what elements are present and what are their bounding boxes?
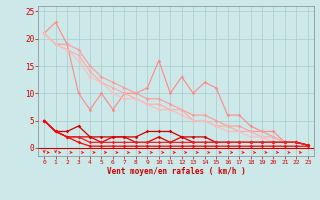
X-axis label: Vent moyen/en rafales ( km/h ): Vent moyen/en rafales ( km/h ): [107, 167, 245, 176]
